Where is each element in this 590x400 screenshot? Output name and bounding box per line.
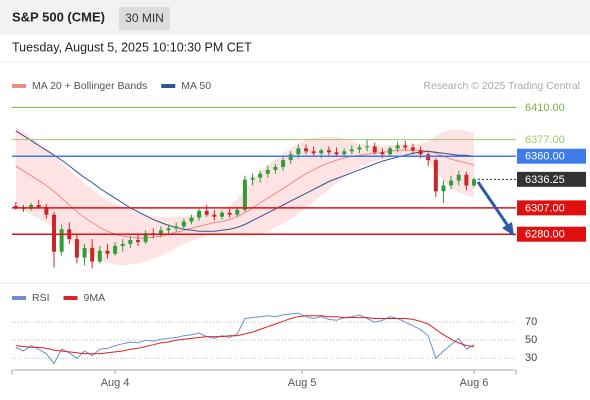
candle-body bbox=[36, 204, 41, 207]
candle-body bbox=[472, 179, 476, 186]
candle-body bbox=[281, 160, 286, 167]
candle-body bbox=[120, 243, 125, 246]
candle-body bbox=[250, 177, 255, 180]
candle-body bbox=[418, 150, 423, 155]
candle-body bbox=[265, 169, 270, 174]
legend-label: 9MA bbox=[84, 292, 106, 304]
y-tick-label: 50 bbox=[525, 334, 537, 346]
candle-body bbox=[158, 230, 163, 235]
candle-body bbox=[403, 145, 408, 148]
candle-body bbox=[326, 150, 331, 153]
candle-body bbox=[166, 228, 171, 231]
candle-body bbox=[90, 247, 95, 262]
candle-body bbox=[44, 206, 49, 215]
candle-body bbox=[52, 214, 56, 252]
candle-body bbox=[105, 250, 110, 254]
candle-body bbox=[319, 150, 324, 154]
candle-body bbox=[433, 160, 438, 192]
candle-body bbox=[365, 146, 370, 148]
legend-label: RSI bbox=[32, 292, 50, 304]
legend-swatch bbox=[12, 84, 26, 88]
legend-swatch bbox=[161, 84, 176, 88]
candle-body bbox=[181, 221, 186, 227]
level-label-box bbox=[517, 171, 586, 187]
level-label: 6336.25 bbox=[525, 174, 565, 186]
forecast-arrow bbox=[476, 181, 510, 227]
candle-body bbox=[174, 226, 179, 229]
candle-body bbox=[242, 179, 247, 210]
y-tick-label: 30 bbox=[525, 352, 537, 364]
level-label: 6377.00 bbox=[525, 134, 565, 146]
candle-body bbox=[197, 210, 202, 218]
candle-body bbox=[227, 212, 232, 215]
indicator-line bbox=[15, 312, 475, 365]
instrument-title: S&P 500 (CME) bbox=[12, 9, 105, 24]
legend-label: MA 50 bbox=[181, 80, 211, 92]
candle-body bbox=[410, 147, 415, 151]
candle-body bbox=[372, 146, 377, 153]
legend-swatch bbox=[12, 296, 26, 300]
x-tick-label: Aug 4 bbox=[101, 377, 130, 389]
interval-tab[interactable] bbox=[119, 7, 170, 30]
candle-body bbox=[258, 173, 263, 178]
legend-label: MA 20 + Bollinger Bands bbox=[32, 80, 147, 92]
x-tick-label: Aug 5 bbox=[288, 377, 317, 389]
candle-body bbox=[288, 154, 293, 161]
forecast-arrowhead bbox=[502, 222, 514, 236]
candle-body bbox=[59, 229, 64, 252]
candle-body bbox=[220, 212, 224, 217]
header-bar bbox=[0, 0, 590, 35]
ma-line bbox=[15, 130, 475, 232]
candle-body bbox=[311, 151, 316, 154]
candle-body bbox=[189, 217, 194, 222]
candle-body bbox=[388, 148, 392, 155]
candle-body bbox=[357, 147, 362, 150]
legend-swatch bbox=[63, 296, 78, 300]
candle-body bbox=[296, 148, 301, 155]
candle-body bbox=[395, 145, 400, 149]
level-label-box bbox=[517, 200, 586, 216]
level-label: 6410.00 bbox=[525, 102, 565, 114]
candle-body bbox=[349, 149, 354, 152]
candle-body bbox=[136, 240, 140, 243]
x-tick-label: Aug 6 bbox=[460, 377, 489, 389]
level-label-box bbox=[517, 226, 586, 242]
candle-body bbox=[449, 180, 454, 186]
candle-body bbox=[97, 250, 102, 262]
level-label: 6280.00 bbox=[525, 229, 565, 241]
candle-body bbox=[82, 247, 87, 258]
candle-body bbox=[235, 209, 240, 215]
candle-body bbox=[29, 204, 34, 209]
candle-body bbox=[426, 154, 431, 161]
credit: Research © 2025 Trading Central bbox=[423, 80, 580, 92]
candle-body bbox=[143, 233, 148, 243]
candle-body bbox=[304, 148, 308, 152]
candle-body bbox=[212, 214, 217, 217]
timestamp: Tuesday, August 5, 2025 10:10:30 PM CET bbox=[12, 40, 252, 54]
candle-body bbox=[74, 239, 79, 258]
candle-body bbox=[342, 151, 347, 155]
candle-body bbox=[380, 152, 385, 155]
candle-body bbox=[13, 205, 18, 208]
candle-body bbox=[464, 174, 469, 186]
candle-body bbox=[204, 210, 209, 215]
y-tick-label: 70 bbox=[525, 316, 537, 328]
candle-body bbox=[456, 174, 461, 181]
interval-label[interactable]: 30 MIN bbox=[125, 11, 164, 25]
level-label-box bbox=[517, 148, 586, 164]
candle-body bbox=[273, 166, 278, 170]
level-label: 6360.00 bbox=[525, 151, 565, 163]
candle-body bbox=[128, 240, 133, 244]
plot-layers: 6410.00 6377.00 6360.00 6336.25 6307.00 6280.… bbox=[11, 80, 586, 389]
level-label: 6307.00 bbox=[525, 202, 565, 214]
candle-body bbox=[441, 185, 446, 192]
candle-body bbox=[113, 245, 118, 254]
candle-body bbox=[334, 152, 339, 155]
indicator-line bbox=[15, 315, 475, 355]
